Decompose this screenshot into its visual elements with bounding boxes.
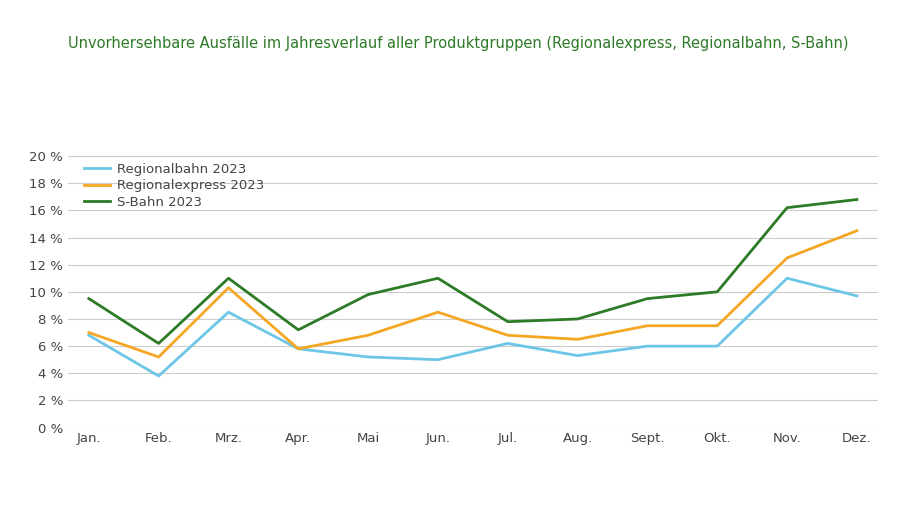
S-Bahn 2023 bbox=[223, 275, 233, 281]
Regionalexpress 2023 bbox=[83, 329, 94, 335]
Regionalexpress 2023 bbox=[502, 332, 513, 338]
Regionalbahn 2023 bbox=[852, 293, 862, 299]
Regionalexpress 2023 bbox=[712, 323, 723, 329]
Regionalbahn 2023 bbox=[83, 332, 94, 338]
S-Bahn 2023 bbox=[572, 316, 583, 322]
Regionalexpress 2023 bbox=[433, 309, 443, 315]
S-Bahn 2023 bbox=[782, 205, 793, 211]
S-Bahn 2023 bbox=[642, 296, 653, 302]
Regionalexpress 2023 bbox=[572, 336, 583, 343]
Regionalexpress 2023 bbox=[852, 228, 862, 234]
Regionalbahn 2023 bbox=[712, 343, 723, 349]
Regionalexpress 2023 bbox=[782, 255, 793, 261]
Regionalexpress 2023 bbox=[223, 285, 233, 291]
Regionalbahn 2023 bbox=[293, 346, 304, 352]
Line: S-Bahn 2023: S-Bahn 2023 bbox=[89, 200, 857, 344]
S-Bahn 2023 bbox=[363, 292, 374, 298]
Regionalbahn 2023 bbox=[363, 354, 374, 360]
S-Bahn 2023 bbox=[502, 319, 513, 325]
Regionalexpress 2023 bbox=[293, 346, 304, 352]
Text: Unvorhersehbare Ausfälle im Jahresverlauf aller Produktgruppen (Regionalexpress,: Unvorhersehbare Ausfälle im Jahresverlau… bbox=[68, 36, 848, 50]
Regionalexpress 2023 bbox=[363, 332, 374, 338]
S-Bahn 2023 bbox=[153, 341, 164, 347]
S-Bahn 2023 bbox=[712, 289, 723, 295]
Regionalbahn 2023 bbox=[153, 373, 164, 379]
Line: Regionalbahn 2023: Regionalbahn 2023 bbox=[89, 278, 857, 376]
Regionalexpress 2023 bbox=[642, 323, 653, 329]
Regionalbahn 2023 bbox=[502, 341, 513, 347]
Regionalbahn 2023 bbox=[223, 309, 233, 315]
S-Bahn 2023 bbox=[83, 296, 94, 302]
Regionalbahn 2023 bbox=[782, 275, 793, 281]
S-Bahn 2023 bbox=[433, 275, 443, 281]
Legend: Regionalbahn 2023, Regionalexpress 2023, S-Bahn 2023: Regionalbahn 2023, Regionalexpress 2023,… bbox=[79, 158, 270, 214]
S-Bahn 2023 bbox=[293, 327, 304, 333]
Regionalbahn 2023 bbox=[572, 353, 583, 359]
Regionalexpress 2023 bbox=[153, 354, 164, 360]
Line: Regionalexpress 2023: Regionalexpress 2023 bbox=[89, 231, 857, 357]
Regionalbahn 2023 bbox=[642, 343, 653, 349]
Regionalbahn 2023 bbox=[433, 357, 443, 363]
S-Bahn 2023 bbox=[852, 196, 862, 203]
